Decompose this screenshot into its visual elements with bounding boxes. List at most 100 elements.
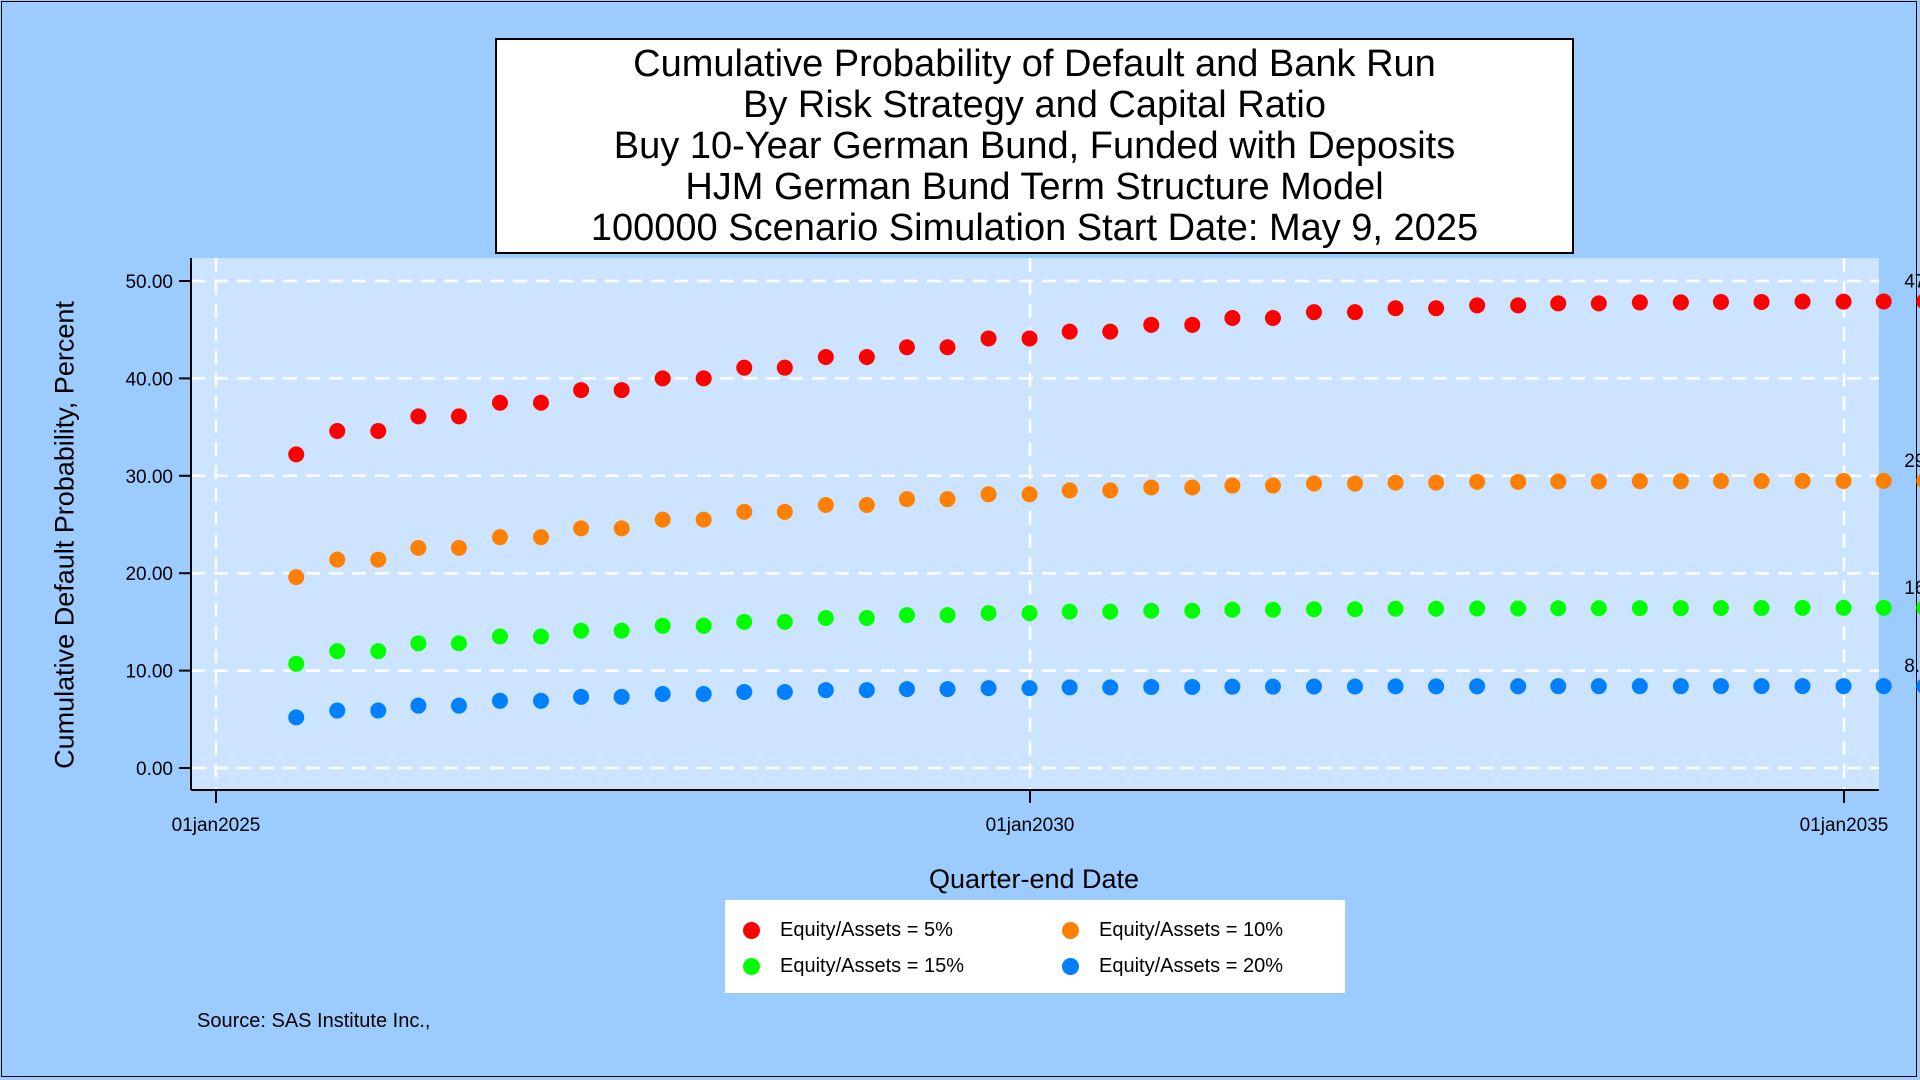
data-point-series-2 xyxy=(288,569,305,586)
data-point-series-3 xyxy=(858,610,875,627)
data-point-series-1 xyxy=(736,359,753,376)
data-point-series-2 xyxy=(695,511,712,528)
data-point-series-1 xyxy=(1224,310,1241,327)
data-point-series-4 xyxy=(613,688,630,705)
data-point-series-3 xyxy=(817,610,834,627)
title-box: Cumulative Probability of Default and Ba… xyxy=(495,38,1574,254)
data-point-series-1 xyxy=(1510,297,1527,314)
data-point-series-4 xyxy=(858,682,875,699)
data-point-series-1 xyxy=(1346,304,1363,321)
data-point-series-3 xyxy=(1916,601,1920,615)
legend-label-10pct: Equity/Assets = 10% xyxy=(1099,919,1283,941)
data-point-series-2 xyxy=(1753,473,1770,490)
title-line-1: Cumulative Probability of Default and Ba… xyxy=(633,42,1436,85)
data-point-series-2 xyxy=(1875,472,1892,489)
data-point-series-3 xyxy=(1794,599,1811,616)
data-point-series-4 xyxy=(1264,678,1281,695)
legend-item-15pct: Equity/Assets = 15% xyxy=(743,955,964,978)
data-point-series-3 xyxy=(939,607,956,624)
data-point-series-1 xyxy=(1712,293,1729,310)
data-point-series-2 xyxy=(817,497,834,514)
data-point-series-3 xyxy=(1184,602,1201,619)
plot-area xyxy=(191,258,1879,790)
data-point-series-4 xyxy=(1794,678,1811,695)
data-point-series-1 xyxy=(898,339,915,356)
data-point-series-4 xyxy=(1346,678,1363,695)
data-point-series-1 xyxy=(329,422,346,439)
data-point-series-3 xyxy=(1712,599,1729,616)
data-point-series-4 xyxy=(1428,678,1445,695)
data-point-series-1 xyxy=(980,330,997,347)
data-point-series-3 xyxy=(1143,602,1160,619)
data-point-series-4 xyxy=(1021,680,1038,697)
legend-marker-5pct xyxy=(743,922,760,939)
data-point-series-1 xyxy=(532,394,549,411)
data-point-series-2 xyxy=(1590,473,1607,490)
data-point-series-3 xyxy=(532,628,549,645)
data-point-series-3 xyxy=(736,613,753,630)
data-point-series-1 xyxy=(1550,295,1567,312)
data-point-series-1 xyxy=(1875,293,1892,310)
data-point-series-3 xyxy=(1510,600,1527,617)
data-point-series-2 xyxy=(1712,473,1729,490)
data-point-series-1 xyxy=(1672,294,1689,311)
y-tick-label: 30.00 xyxy=(125,467,173,488)
data-point-series-3 xyxy=(1875,599,1892,616)
data-point-series-4 xyxy=(370,702,387,719)
data-point-series-4 xyxy=(1753,678,1770,695)
data-point-series-1 xyxy=(613,382,630,399)
data-point-series-1 xyxy=(939,339,956,356)
legend: Equity/Assets = 5% Equity/Assets = 10% E… xyxy=(725,900,1345,993)
data-point-series-4 xyxy=(1305,678,1322,695)
data-point-series-4 xyxy=(1631,678,1648,695)
y-tick-label: 40.00 xyxy=(125,369,173,390)
data-point-series-3 xyxy=(288,655,305,672)
data-point-series-4 xyxy=(898,681,915,698)
data-point-series-4 xyxy=(1469,678,1486,695)
data-point-series-4 xyxy=(1102,679,1119,696)
title-line-3: Buy 10-Year German Bund, Funded with Dep… xyxy=(613,124,1456,167)
data-point-series-4 xyxy=(939,681,956,698)
data-point-series-1 xyxy=(1794,293,1811,310)
data-point-series-4 xyxy=(980,680,997,697)
data-point-series-3 xyxy=(980,605,997,622)
data-point-series-3 xyxy=(1469,600,1486,617)
data-point-series-3 xyxy=(1102,603,1119,620)
data-point-series-3 xyxy=(1753,599,1770,616)
data-point-series-1 xyxy=(776,359,793,376)
data-point-series-2 xyxy=(1184,479,1201,496)
data-point-series-2 xyxy=(1102,482,1119,499)
data-point-series-3 xyxy=(1550,600,1567,617)
data-point-series-3 xyxy=(1305,601,1322,618)
data-point-series-1 xyxy=(1305,304,1322,321)
data-point-series-2 xyxy=(858,497,875,514)
data-point-series-1 xyxy=(1264,310,1281,327)
data-point-series-4 xyxy=(736,684,753,701)
data-point-series-2 xyxy=(736,503,753,520)
data-point-series-4 xyxy=(573,688,590,705)
data-point-series-2 xyxy=(1794,472,1811,489)
data-point-series-3 xyxy=(450,635,467,652)
legend-marker-10pct xyxy=(1062,922,1079,939)
data-point-series-1 xyxy=(1916,294,1920,309)
data-point-series-4 xyxy=(288,709,305,726)
data-point-series-4 xyxy=(1224,678,1241,695)
title-line-2: By Risk Strategy and Capital Ratio xyxy=(743,83,1326,126)
end-value-label-series-2: 29.48 xyxy=(1904,451,1920,472)
data-point-series-3 xyxy=(695,617,712,634)
data-point-series-2 xyxy=(410,539,427,556)
end-value-label-series-3: 16.44 xyxy=(1904,578,1920,599)
data-point-series-3 xyxy=(1264,601,1281,618)
data-point-series-2 xyxy=(1510,473,1527,490)
data-point-series-3 xyxy=(1428,600,1445,617)
data-point-series-2 xyxy=(450,539,467,556)
data-point-series-3 xyxy=(1835,599,1852,616)
data-point-series-2 xyxy=(1835,472,1852,489)
data-point-series-4 xyxy=(329,702,346,719)
legend-item-5pct: Equity/Assets = 5% xyxy=(743,919,953,942)
data-point-series-2 xyxy=(654,511,671,528)
data-point-series-2 xyxy=(1264,477,1281,494)
data-point-series-3 xyxy=(491,628,508,645)
legend-marker-15pct xyxy=(743,958,760,975)
